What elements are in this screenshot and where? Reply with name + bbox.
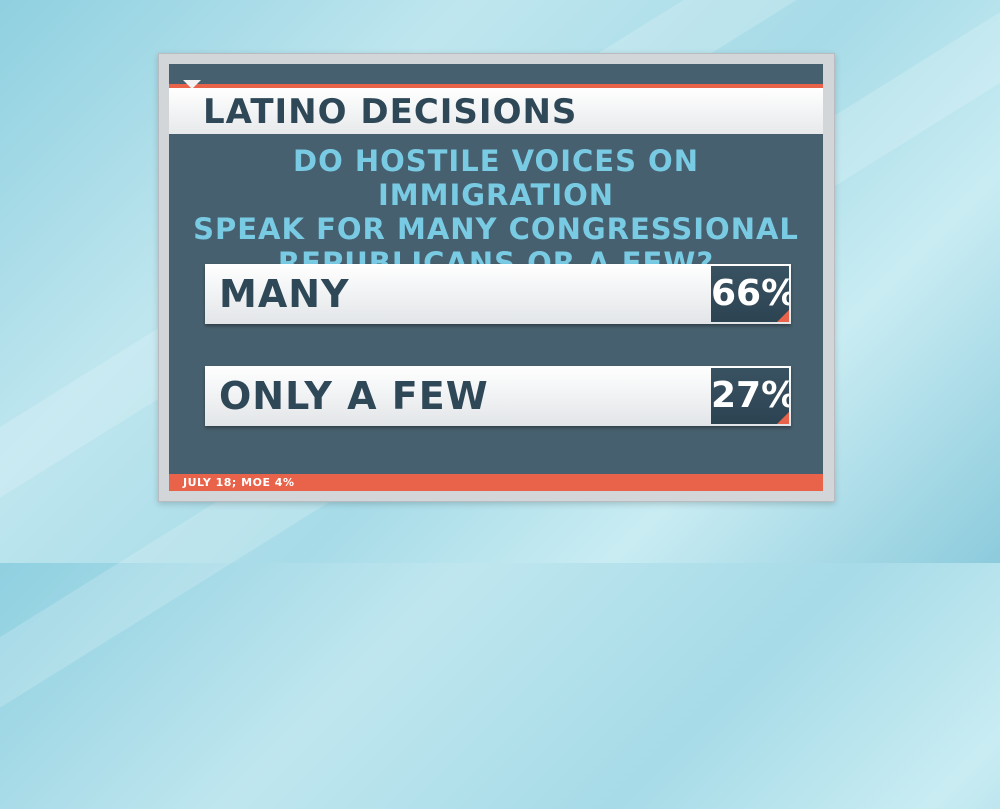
answer-label: ONLY A FEW [219, 374, 489, 418]
header-bar: LATINO DECISIONS [169, 88, 823, 134]
percent-value: 27% [711, 375, 789, 416]
corner-accent-icon [777, 412, 789, 424]
percent-value: 66% [711, 273, 789, 314]
source-note: JULY 18; MOE 4% [183, 476, 295, 489]
answer-label: MANY [219, 272, 350, 316]
answer-row-only-a-few: ONLY A FEW 27% [205, 366, 791, 426]
question-line-2: SPEAK FOR MANY CONGRESSIONAL [193, 212, 799, 246]
corner-accent-icon [777, 310, 789, 322]
footer-bar: JULY 18; MOE 4% [169, 474, 823, 491]
percent-badge: 27% [711, 368, 789, 424]
poll-question: DO HOSTILE VOICES ON IMMIGRATION SPEAK F… [189, 144, 803, 280]
top-accent-rule [169, 84, 823, 88]
poll-graphic-frame: LATINO DECISIONS DO HOSTILE VOICES ON IM… [158, 53, 835, 502]
header-title: LATINO DECISIONS [203, 92, 578, 132]
poll-panel: LATINO DECISIONS DO HOSTILE VOICES ON IM… [169, 64, 823, 491]
triangle-marker-icon [183, 80, 201, 89]
percent-badge: 66% [711, 266, 789, 322]
answer-row-many: MANY 66% [205, 264, 791, 324]
question-line-1: DO HOSTILE VOICES ON IMMIGRATION [293, 144, 699, 212]
